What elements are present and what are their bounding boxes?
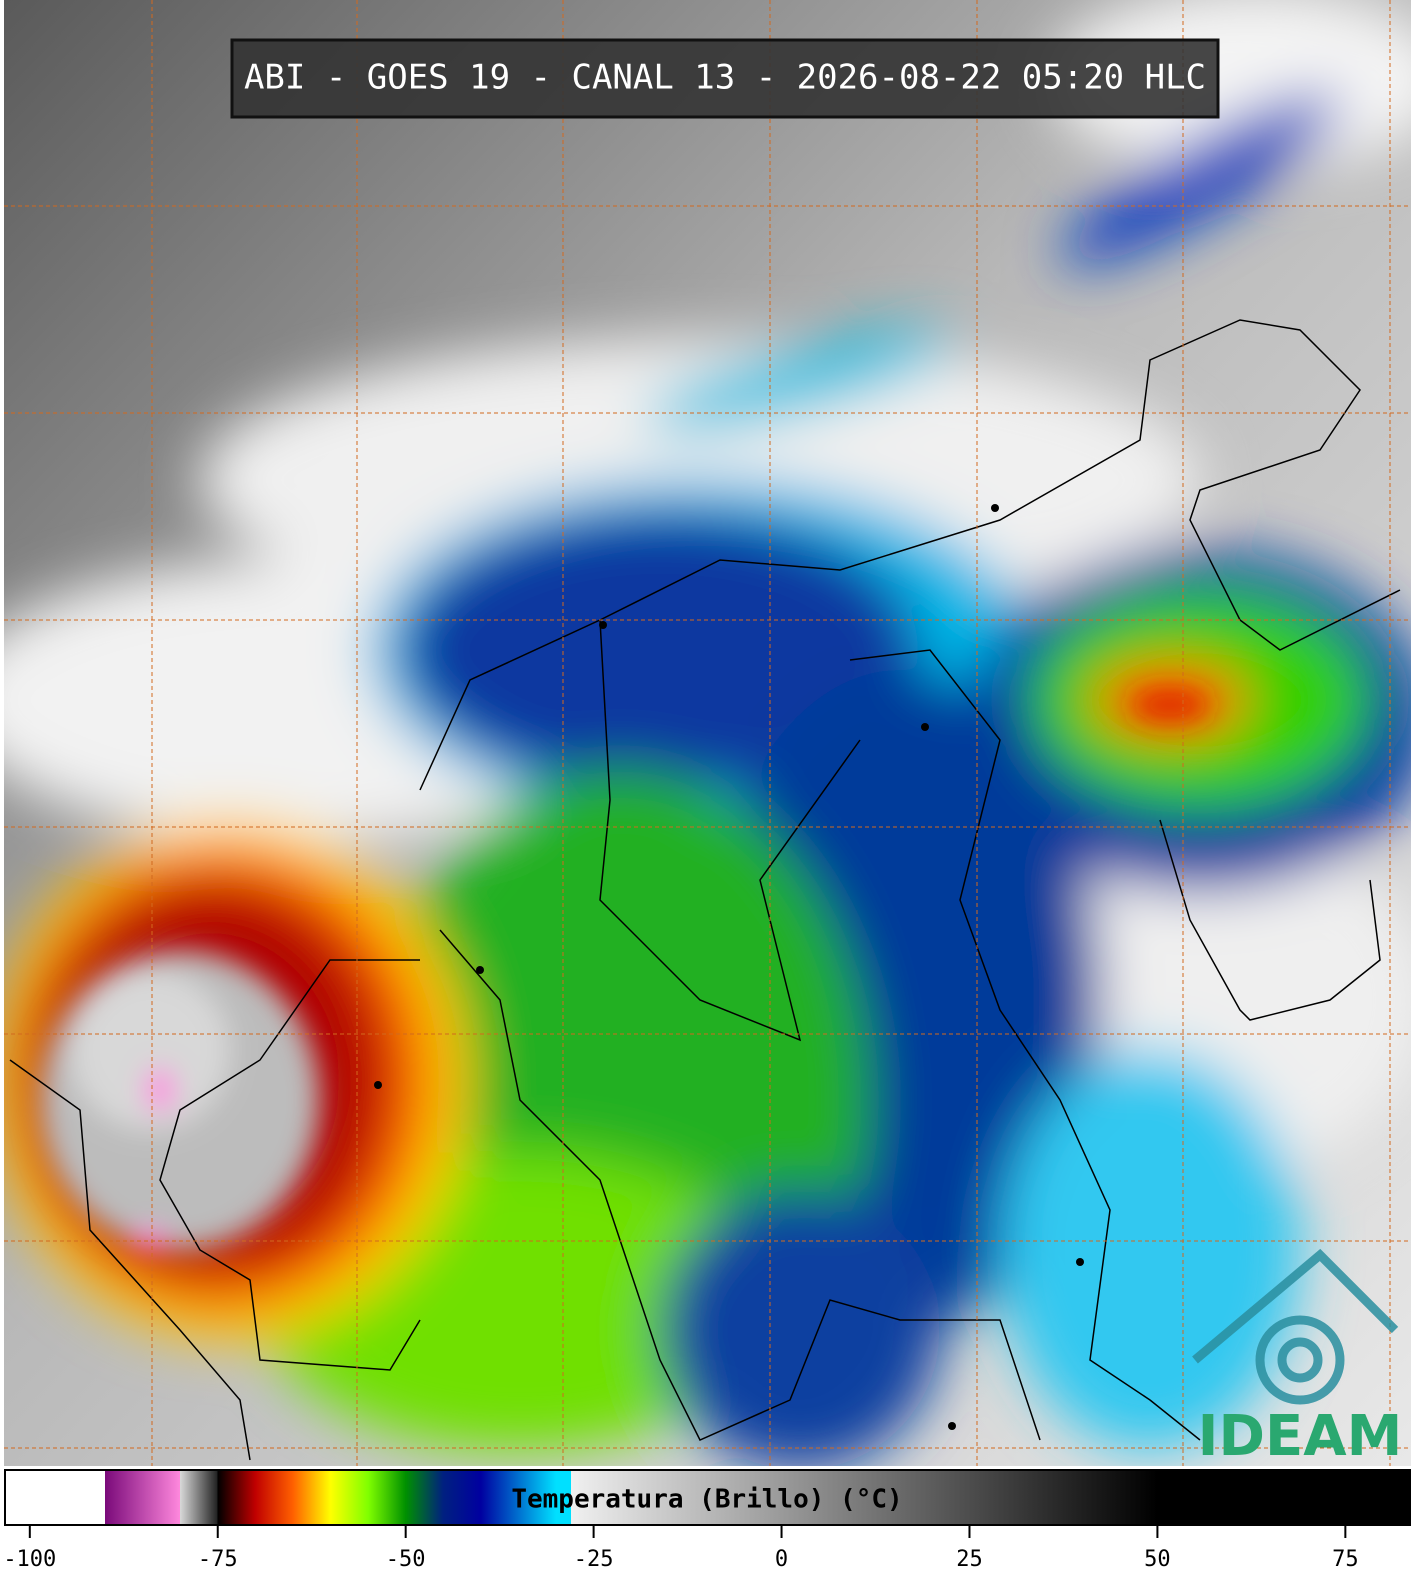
x-tick-label: -25 — [574, 1547, 614, 1572]
x-tick-label: 75 — [1332, 1547, 1359, 1572]
satellite-image: IDEAM — [4, 0, 1411, 1469]
graticule — [4, 0, 1411, 1466]
x-tick-label: 25 — [956, 1547, 983, 1572]
title-box — [230, 38, 1220, 119]
logo-text: IDEAM — [1198, 1404, 1403, 1469]
logo-mark — [1192, 1248, 1399, 1405]
x-tick-label: 50 — [1144, 1547, 1171, 1572]
x-tick-label: -100 — [3, 1547, 56, 1572]
x-tick-label: 0 — [775, 1547, 788, 1572]
colorbar-gradient — [4, 1469, 1411, 1526]
borders — [9, 319, 1401, 1461]
title: ABI - GOES 19 - CANAL 13 - 2026-08-22 05… — [244, 58, 1206, 98]
colorbar: Temperatura (Brillo) (°C) -100 -75 -50 -25 0… — [3, 1469, 1411, 1572]
colorbar-label: Temperatura (Brillo) (°C) — [511, 1485, 902, 1515]
x-tick-label: -75 — [198, 1547, 238, 1572]
x-tick-label: -50 — [386, 1547, 426, 1572]
city-dots — [374, 504, 1084, 1430]
